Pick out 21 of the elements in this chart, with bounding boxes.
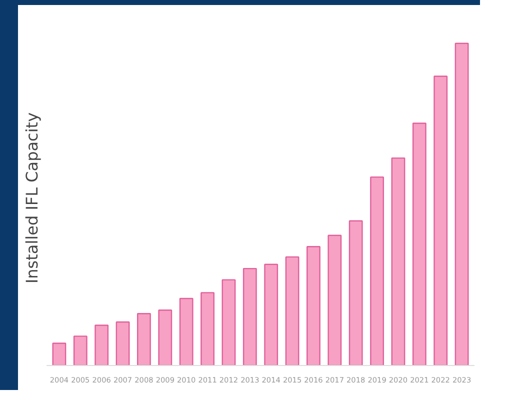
- y-axis-title: Installed IFL Capacity: [22, 112, 42, 284]
- bar: [391, 157, 406, 366]
- bar: [306, 246, 320, 366]
- bar: [52, 342, 66, 366]
- bar: [454, 42, 469, 366]
- bar: [348, 220, 363, 366]
- bar: [328, 234, 342, 366]
- bar: [242, 268, 257, 366]
- bar: [370, 176, 384, 366]
- bar: [116, 321, 130, 366]
- bar: [179, 298, 194, 366]
- bar: [434, 76, 448, 366]
- bar: [73, 336, 88, 366]
- bar: [264, 264, 278, 366]
- bar: [94, 324, 109, 366]
- bar: [158, 309, 172, 366]
- bar: [200, 292, 214, 366]
- bar: [222, 279, 236, 366]
- bar: [137, 313, 151, 366]
- bar: [412, 122, 426, 366]
- bar: [285, 256, 300, 366]
